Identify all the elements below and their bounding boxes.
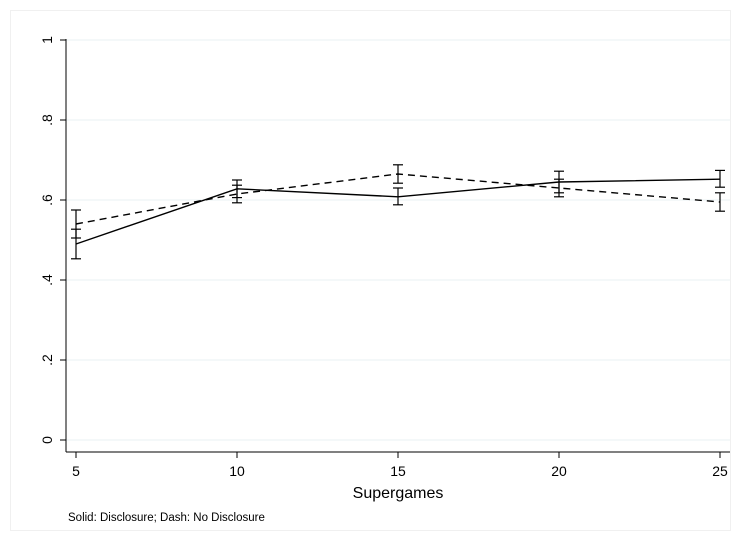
error-bar: [393, 187, 403, 206]
y-tick-label: .6: [39, 194, 55, 206]
x-tick-label: 25: [712, 463, 728, 479]
x-tick-label: 5: [72, 463, 80, 479]
gridlines: [66, 39, 730, 441]
y-tick-label: .8: [39, 114, 55, 126]
x-axis-ticks: 5 10 15 20 25: [72, 452, 728, 479]
series-layer: [71, 164, 725, 260]
x-tick-label: 15: [390, 463, 406, 479]
x-tick-label: 10: [229, 463, 245, 479]
outer-frame: [10, 10, 731, 531]
x-tick-label: 20: [551, 463, 567, 479]
x-axis-title: Supergames: [353, 485, 444, 502]
y-tick-label: .4: [39, 274, 55, 286]
y-tick-label: .2: [39, 354, 55, 366]
error-bar: [715, 169, 725, 188]
y-tick-label: 0: [39, 436, 55, 444]
y-tick-label: 1: [39, 36, 55, 44]
chart-note: Solid: Disclosure; Dash: No Disclosure: [68, 512, 265, 524]
y-axis-ticks: 0 .2 .4 .6 .8 1: [39, 36, 66, 444]
